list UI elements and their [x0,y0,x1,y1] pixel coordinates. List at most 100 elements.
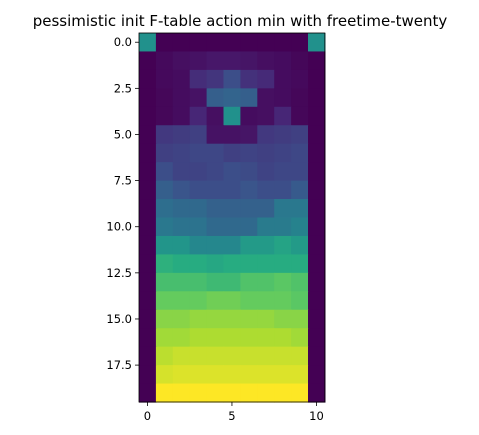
heatmap-cell [240,125,258,145]
heatmap-cell [189,309,208,329]
heatmap-cell [308,106,326,126]
heatmap-cell [291,291,309,311]
heatmap-cell [155,33,174,53]
heatmap-cell [172,328,191,348]
heatmap-cell [139,254,157,274]
heatmap-cell [189,254,208,274]
heatmap-cell [172,254,191,274]
heatmap-cell [274,383,292,403]
heatmap-cell [223,309,241,329]
heatmap-cell [240,328,258,348]
heatmap-cell [223,217,241,237]
heatmap-cell [223,328,241,348]
heatmap-cell [240,88,258,108]
heatmap-cell [206,235,225,255]
heatmap-cell [172,69,191,89]
heatmap-cell [189,69,208,89]
heatmap-cell [291,272,309,292]
heatmap-cell [155,69,174,89]
heatmap-cell [308,88,326,108]
heatmap-cell [274,33,292,53]
heatmap-cell [139,143,157,163]
heatmap-cell [308,365,326,385]
heatmap-cell [291,217,309,237]
heatmap-cell [257,309,275,329]
heatmap-cell [139,328,157,348]
heatmap-cell [172,346,191,366]
heatmap-cell [308,272,326,292]
x-axis: 0 5 10 [144,402,324,423]
heatmap-cell [206,365,225,385]
heatmap-cell [155,328,174,348]
heatmap-cell [274,217,292,237]
heatmap-cell [223,143,241,163]
heatmap-cell [308,33,326,53]
heatmap-cell [172,217,191,237]
heatmap-cell [139,180,157,200]
heatmap-cells [139,33,326,403]
heatmap-cell [206,106,225,126]
heatmap-cell [274,162,292,182]
heatmap-cell [257,162,275,182]
chart-title: pessimistic init F-table action min with… [33,12,448,30]
heatmap-cell [206,291,225,311]
heatmap-cell [172,143,191,163]
heatmap-cell [139,291,157,311]
y-axis: 0.0 2.5 5.0 7.5 10.0 12.5 15.0 17.5 [106,35,139,372]
heatmap-cell [274,199,292,219]
heatmap-cell [308,199,326,219]
y-tick-label: 0.0 [114,35,132,49]
heatmap-cell [189,346,208,366]
heatmap-cell [206,309,225,329]
heatmap-cell [240,69,258,89]
heatmap-cell [155,51,174,71]
heatmap-cell [139,162,157,182]
heatmap-cell [308,235,326,255]
heatmap-cell [240,143,258,163]
heatmap-cell [206,346,225,366]
x-tick-label: 10 [309,409,324,423]
heatmap-cell [172,291,191,311]
heatmap-cell [172,235,191,255]
x-tick-label: 0 [144,409,151,423]
heatmap-cell [172,199,191,219]
heatmap-cell [274,309,292,329]
y-tick-label: 10.0 [106,220,132,234]
heatmap-cell [172,365,191,385]
heatmap-cell [291,162,309,182]
heatmap-cell [223,125,241,145]
heatmap-cell [172,162,191,182]
heatmap-cell [155,383,174,403]
heatmap-cell [240,309,258,329]
heatmap-cell [155,217,174,237]
heatmap-cell [308,383,326,403]
heatmap-cell [308,217,326,237]
heatmap-cell [240,106,258,126]
heatmap-cell [139,346,157,366]
heatmap-cell [291,199,309,219]
heatmap-cell [291,309,309,329]
heatmap-cell [291,88,309,108]
heatmap-cell [274,291,292,311]
heatmap-cell [291,106,309,126]
heatmap-cell [139,309,157,329]
heatmap-cell [189,33,208,53]
heatmap-cell [189,143,208,163]
heatmap-cell [291,69,309,89]
heatmap-cell [189,291,208,311]
heatmap-cell [206,254,225,274]
heatmap-cell [274,180,292,200]
heatmap-cell [257,328,275,348]
y-tick-label: 17.5 [106,358,132,372]
heatmap-cell [155,254,174,274]
heatmap-cell [172,383,191,403]
heatmap-cell [223,383,241,403]
heatmap-cell [257,291,275,311]
heatmap-cell [206,328,225,348]
heatmap-cell [155,365,174,385]
heatmap-cell [189,365,208,385]
heatmap-cell [308,328,326,348]
heatmap-cell [257,125,275,145]
heatmap-cell [189,88,208,108]
